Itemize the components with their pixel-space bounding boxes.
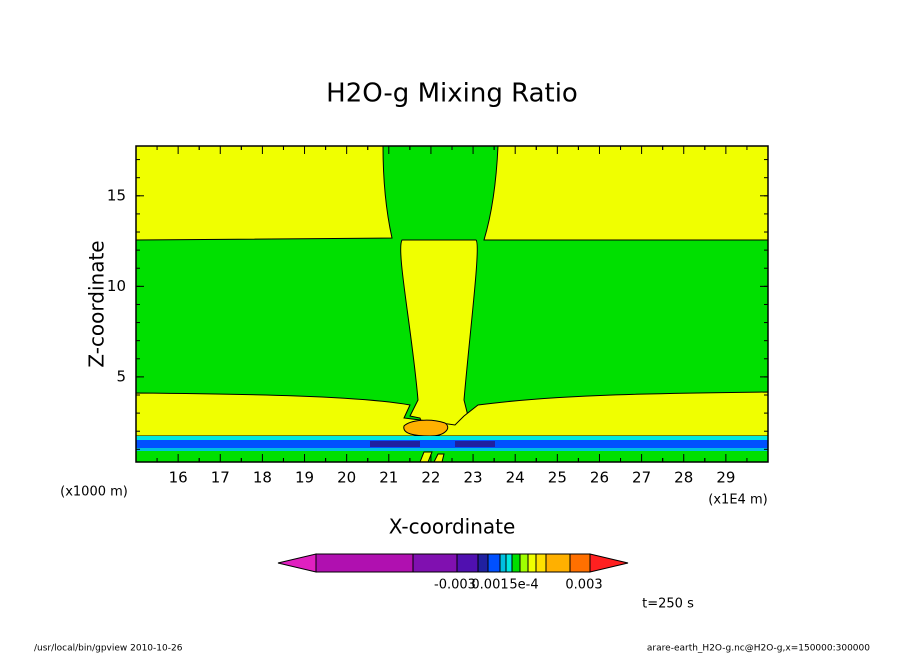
footer-right: arare-earth_H2O-g.nc@H2O-g,x=150000:3000… (647, 644, 870, 654)
colorbar-segment (545, 553, 571, 573)
chart-title: H2O-g Mixing Ratio (326, 79, 578, 109)
contour-region (433, 453, 445, 462)
contour-region (136, 448, 768, 451)
colorbar-segment (505, 553, 513, 573)
x-tick-label: 25 (548, 469, 567, 487)
footer-left: /usr/local/bin/gpview 2010-10-26 (34, 644, 183, 654)
y-tick-label: 15 (107, 186, 126, 204)
colorbar-label: 5e-4 (509, 578, 538, 593)
x-tick-label: 18 (253, 469, 272, 487)
contour-region (455, 441, 495, 447)
x-tick-label: 22 (421, 469, 440, 487)
colorbar-segment (519, 553, 529, 573)
colorbar-label: 0.003 (565, 578, 602, 593)
x-tick-label: 16 (169, 469, 188, 487)
colorbar-segment (589, 553, 629, 573)
colorbar-segment (527, 553, 537, 573)
colorbar-label: 0.001 (471, 578, 508, 593)
x-tick-label: 28 (674, 469, 693, 487)
y-tick-label: 10 (107, 277, 126, 295)
colorbar-segment (511, 553, 521, 573)
colorbar-segment (412, 553, 458, 573)
x-tick-label: 29 (716, 469, 735, 487)
colorbar-segment (535, 553, 547, 573)
x-tick-label: 27 (632, 469, 651, 487)
x-axis-label: X-coordinate (389, 515, 516, 539)
contour-region (136, 440, 768, 448)
contour-region (136, 391, 768, 437)
y-tick-label: 5 (116, 367, 126, 385)
x-tick-label: 23 (464, 469, 483, 487)
colorbar (277, 553, 629, 573)
colorbar-segment (456, 553, 479, 573)
colorbar-segment (499, 553, 507, 573)
x-tick-label: 17 (211, 469, 230, 487)
contour-region (419, 451, 433, 462)
y-axis-label: Z-coordinate (85, 240, 109, 367)
contour-region (403, 419, 449, 437)
contour-region (483, 146, 768, 241)
contour-field (136, 146, 768, 462)
axes: 16 17 18 19 20 21 22 23 24 25 26 27 28 29 5 10 15 (107, 146, 768, 487)
x-tick-label: 20 (337, 469, 356, 487)
colorbar-segment (477, 553, 489, 573)
colorbar-segment (487, 553, 501, 573)
time-label: t=250 s (642, 597, 694, 612)
y-unit: (x1000 m) (60, 485, 128, 500)
x-tick-label: 26 (590, 469, 609, 487)
x-tick-label: 24 (506, 469, 525, 487)
x-tick-label: 21 (379, 469, 398, 487)
contour-region (136, 146, 393, 241)
contour-region (136, 436, 768, 440)
colorbar-label: -0.003 (434, 578, 476, 593)
colorbar-segment (569, 553, 591, 573)
x-unit: (x1E4 m) (708, 493, 767, 508)
contour-region (370, 441, 420, 447)
x-tick-label: 19 (295, 469, 314, 487)
colorbar-segment (315, 553, 414, 573)
